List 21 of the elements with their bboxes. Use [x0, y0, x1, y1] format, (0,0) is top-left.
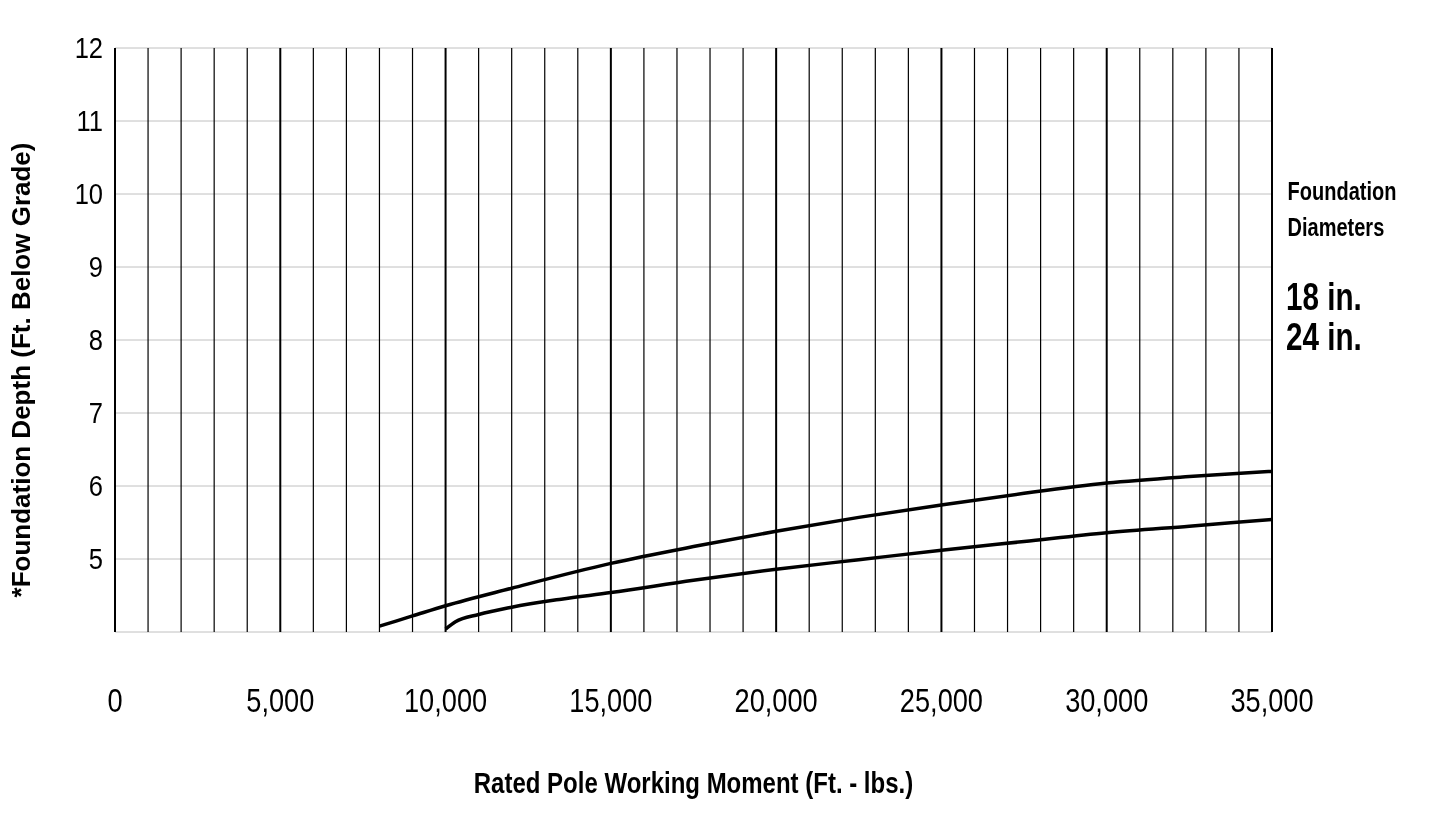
y-tick-label: 10 [74, 177, 103, 211]
legend-title: Foundation Diameters [1287, 177, 1397, 242]
y-tick-label: 12 [74, 31, 103, 65]
y-tick-label: 6 [88, 469, 103, 503]
y-tick-label: 7 [88, 396, 103, 430]
text: 24 in. [1286, 315, 1362, 358]
x-tick-label: 0 [107, 681, 123, 720]
text: 5,000 [246, 681, 315, 720]
x-tick-label: 25,000 [899, 681, 983, 720]
y-tick-label: 9 [88, 250, 103, 284]
x-tick-label: 35,000 [1230, 681, 1314, 720]
y-tick-label: 8 [88, 323, 103, 357]
text: 18 in. [1286, 275, 1362, 318]
y-tick-label: 5 [88, 542, 103, 576]
x-tick-label: 30,000 [1065, 681, 1149, 720]
x-axis-title: Rated Pole Working Moment (Ft. - lbs.) [473, 765, 914, 800]
y-axis-title: *Foundation Depth (Ft. Below Grade) [6, 142, 36, 598]
x-tick-label: 10,000 [404, 681, 488, 720]
x-tick-label: 15,000 [569, 681, 653, 720]
x-tick-label: 20,000 [734, 681, 818, 720]
y-tick-label: 11 [76, 104, 103, 138]
